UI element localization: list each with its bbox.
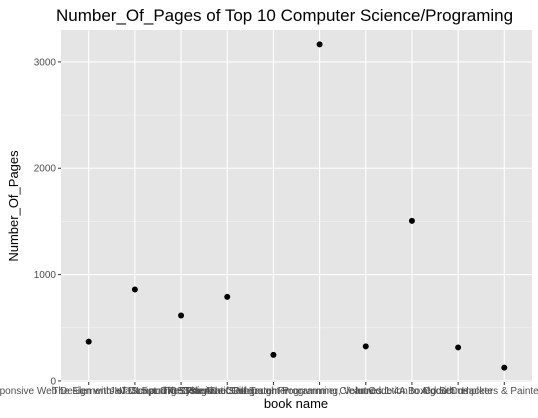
data-points xyxy=(85,41,508,371)
y-tick-label: 1000 xyxy=(34,270,57,281)
data-point xyxy=(224,293,231,300)
chart-title: Number_Of_Pages of Top 10 Computer Scien… xyxy=(56,6,513,25)
y-axis-title: Number_Of_Pages xyxy=(6,150,21,262)
x-tick-label: The Self-Taught Programmer xyxy=(209,386,339,397)
x-tick-label: The Art of Computer Programming, Volumes… xyxy=(185,386,454,397)
x-tick-label: Introduction to Algorithms xyxy=(356,386,469,397)
x-tick-label: The Elements of Computing Systems xyxy=(52,386,217,397)
data-point xyxy=(408,217,415,224)
x-axis: Responsive Web Design with HTML5 and CSS… xyxy=(0,382,538,397)
x-tick-label: Hackers & Painters xyxy=(461,386,538,397)
grid-lines xyxy=(61,30,532,382)
data-point xyxy=(178,312,185,319)
data-point xyxy=(131,286,138,293)
x-tick-label: Responsive Web Design with HTML5 and CSS… xyxy=(0,386,196,397)
plot-panel xyxy=(61,30,532,382)
data-point xyxy=(316,41,323,48)
x-tick-label: JavaScript: The Definitive Guide xyxy=(110,386,253,397)
data-point xyxy=(270,351,277,358)
data-point xyxy=(362,343,369,350)
y-tick-label: 2000 xyxy=(34,164,57,175)
x-tick-label: The Pragmatic Programmer xyxy=(166,386,290,397)
x-tick-label: Code Complete xyxy=(423,386,493,397)
y-axis: 0 1000 2000 3000 xyxy=(34,57,61,387)
y-tick-label: 0 xyxy=(50,376,56,387)
x-axis-title: book name xyxy=(264,396,328,411)
data-point xyxy=(85,338,92,345)
x-tick-label: Clean Code xyxy=(339,386,392,397)
y-tick-label: 3000 xyxy=(34,57,57,68)
data-point xyxy=(501,364,508,371)
data-point xyxy=(455,344,462,351)
